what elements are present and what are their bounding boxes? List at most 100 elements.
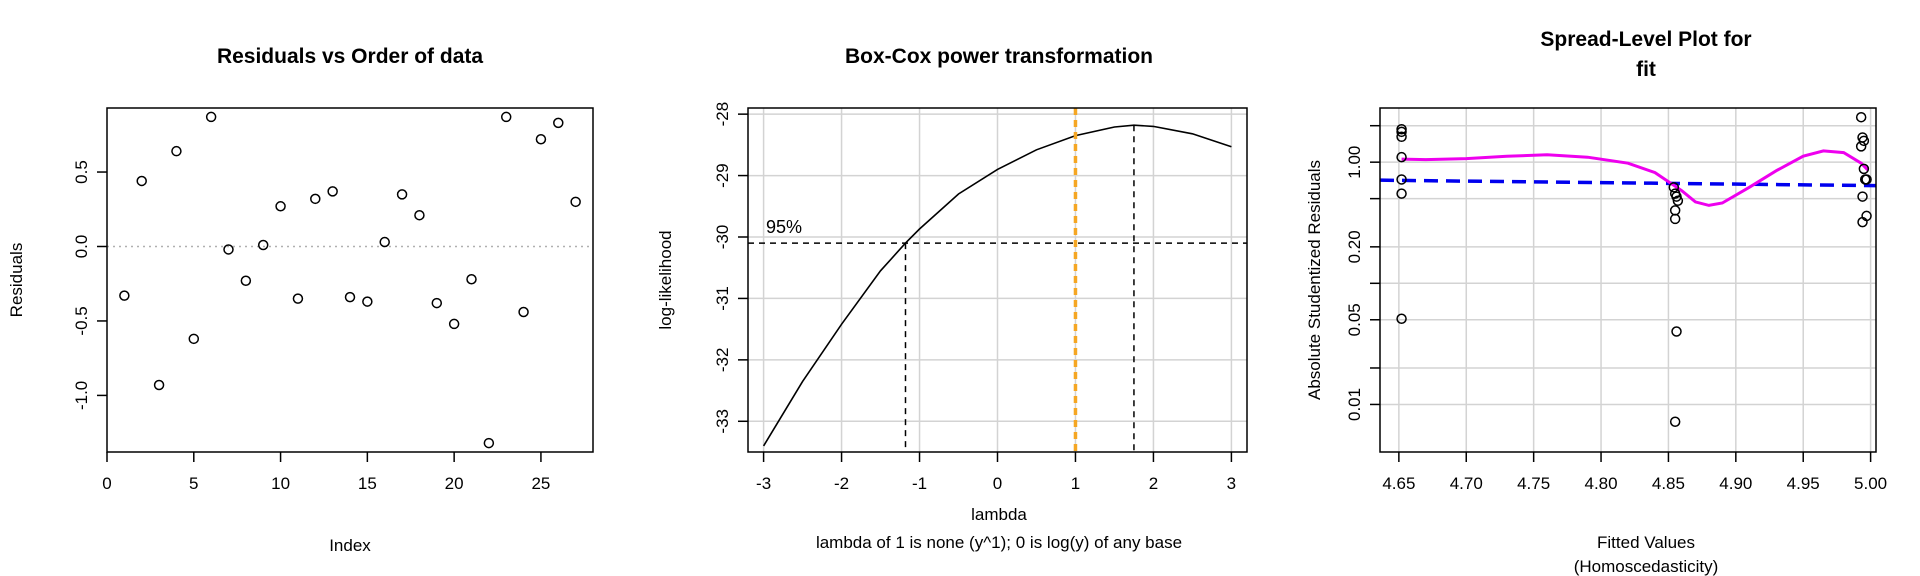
panel3-y-tick-label: 1.00: [1345, 146, 1364, 179]
panel3-y-tick-label: 0.05: [1345, 303, 1364, 336]
panel1-point: [448, 318, 460, 330]
panel1-x-tick-label: 15: [358, 474, 377, 493]
panel3-point: [1669, 416, 1681, 427]
panel2-y-tick-label: -28: [713, 102, 732, 127]
panel1-title: Residuals vs Order of data: [217, 45, 483, 68]
panel3-point: [1855, 141, 1867, 152]
panel1-point: [570, 196, 581, 208]
panel3-point: [1671, 191, 1682, 202]
panel3-x-tick-label: 4.95: [1787, 474, 1820, 493]
panel2-x-tick-label: -3: [756, 474, 771, 493]
panel3-x-tick-label: 4.75: [1517, 474, 1550, 493]
panel3-y-tick-label: 0.20: [1345, 230, 1364, 263]
panel1-point: [379, 236, 390, 248]
panel2-title: Box-Cox power transformation: [845, 45, 1153, 68]
panel2-xlabel: lambda: [971, 505, 1027, 524]
panel3-point: [1669, 205, 1681, 216]
panel1-point: [310, 193, 321, 205]
panel3-point: [1857, 191, 1868, 202]
panel3-fit-line: [1379, 178, 1877, 188]
panel1-point: [414, 209, 425, 221]
spread-level-panel: Spread-Level Plot for fit 4.65 4.70 4.75 4.…: [1305, 28, 1887, 576]
panel2-x-tick-label: -1: [912, 474, 927, 493]
panel3-title-line2: fit: [1636, 58, 1656, 81]
panel1-y-tick-label: 0.0: [72, 235, 91, 259]
panel1-x-tick-label: 0: [102, 474, 111, 493]
panel1-plot-frame: [106, 107, 594, 453]
panel3-xlabel-line1: Fitted Values: [1597, 533, 1695, 552]
panel1-point: [327, 186, 338, 197]
panel3-smooth-line: [1401, 149, 1869, 207]
panel3-point: [1857, 216, 1868, 228]
panel1-point: [535, 134, 547, 145]
panel2-loglik-curve: [762, 124, 1232, 447]
panel2-x-tick-label: 0: [993, 474, 1002, 493]
panel1-point: [223, 244, 234, 255]
panel3-x-tick-label: 4.80: [1584, 474, 1617, 493]
panel3-plot-frame: [1379, 107, 1877, 453]
panel1-y-tick-label: 0.5: [72, 160, 91, 184]
panel2-y-tick-label: -29: [713, 163, 732, 188]
panel2-plot-frame: [747, 107, 1248, 453]
panel1-point: [292, 293, 304, 304]
panel3-point: [1396, 151, 1407, 163]
panel1-point: [205, 111, 217, 123]
panel2-y-tick-label: -32: [713, 348, 732, 373]
panel3-point: [1396, 174, 1407, 185]
panel3-point: [1396, 188, 1407, 199]
panel2-x-tick-label: -2: [834, 474, 849, 493]
panel1-y-tick-label: -0.5: [72, 306, 91, 335]
panel1-point: [188, 333, 200, 345]
panel3-point: [1671, 326, 1682, 337]
boxcox-panel: Box-Cox power transformation -3 -2 -1 0 1 2 3 …: [656, 45, 1248, 552]
panel1-ylabel: Residuals: [7, 243, 26, 318]
panel3-x-tick-label: 5.00: [1854, 474, 1887, 493]
panel1-point: [466, 274, 477, 285]
panel1-point: [518, 306, 529, 318]
panel3-x-tick-label: 4.85: [1652, 474, 1685, 493]
panel1-point: [500, 111, 512, 123]
panel2-x-tick-label: 3: [1227, 474, 1236, 493]
panel2-subtitle: lambda of 1 is none (y^1); 0 is log(y) o…: [816, 533, 1182, 552]
panel3-x-tick-label: 4.70: [1450, 474, 1483, 493]
panel1-x-tick-label: 10: [271, 474, 290, 493]
panel1-point: [483, 437, 495, 449]
panel3-point: [1669, 213, 1681, 225]
residuals-order-panel: Residuals vs Order of data 0 5 10 15 20 25 -1…: [7, 45, 594, 555]
panel3-point: [1858, 163, 1870, 175]
panel2-ylabel: log-likelihood: [656, 230, 675, 329]
panel1-point: [153, 379, 165, 391]
panel1-point: [396, 189, 408, 200]
panel1-xlabel: Index: [329, 536, 371, 555]
panel3-point: [1861, 174, 1872, 185]
panel1-point: [257, 239, 269, 251]
panel2-y-tick-label: -33: [713, 409, 732, 434]
panel1-x-tick-label: 20: [445, 474, 464, 493]
panel1-point: [275, 201, 286, 212]
panel3-y-tick-label: 0.01: [1345, 388, 1364, 421]
panel3-x-tick-label: 4.90: [1719, 474, 1752, 493]
panel3-point: [1672, 195, 1684, 207]
panel3-x-tick-label: 4.65: [1382, 474, 1415, 493]
panel3-point: [1668, 182, 1680, 193]
panel3-point: [1396, 131, 1407, 143]
panel1-point: [362, 296, 373, 307]
panel2-y-tick-label: -30: [713, 225, 732, 250]
panel3-point: [1396, 126, 1407, 138]
panel1-point: [344, 291, 356, 303]
panel3-point: [1396, 313, 1407, 324]
panel3-ylabel: Absolute Studentized Residuals: [1305, 160, 1324, 400]
panel1-point: [240, 275, 252, 286]
panel2-x-tick-label: 2: [1149, 474, 1158, 493]
panel3-title-line1: Spread-Level Plot for: [1540, 28, 1751, 51]
panel1-point: [136, 175, 147, 187]
panel2-95-label: 95%: [766, 217, 802, 237]
panel1-x-tick-label: 25: [531, 474, 550, 493]
panel1-point: [431, 297, 443, 309]
panel1-x-tick-label: 5: [189, 474, 198, 493]
panel1-point: [553, 117, 564, 129]
panel2-x-tick-label: 1: [1071, 474, 1080, 493]
panel1-point: [119, 290, 130, 301]
panel1-y-tick-label: -1.0: [72, 381, 91, 410]
